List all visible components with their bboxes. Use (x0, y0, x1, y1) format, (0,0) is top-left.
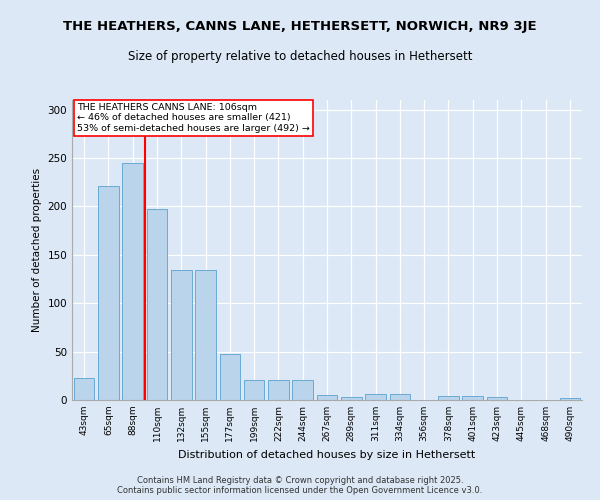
Bar (317, 395, 337, 400)
Bar (195, 270, 216, 400)
Bar (268, 380, 289, 400)
Bar (341, 397, 362, 400)
Text: Size of property relative to detached houses in Hethersett: Size of property relative to detached ho… (128, 50, 472, 63)
Bar (146, 210, 167, 400)
Bar (438, 396, 459, 400)
Bar (560, 398, 580, 400)
Bar (220, 354, 240, 400)
Bar (171, 270, 191, 400)
Bar (365, 394, 386, 400)
Bar (389, 394, 410, 400)
Bar (74, 378, 94, 400)
Bar (122, 163, 143, 400)
Text: THE HEATHERS, CANNS LANE, HETHERSETT, NORWICH, NR9 3JE: THE HEATHERS, CANNS LANE, HETHERSETT, NO… (63, 20, 537, 33)
Bar (463, 396, 483, 400)
Y-axis label: Number of detached properties: Number of detached properties (32, 168, 42, 332)
Text: Contains HM Land Registry data © Crown copyright and database right 2025.
Contai: Contains HM Land Registry data © Crown c… (118, 476, 482, 495)
Bar (244, 380, 265, 400)
Bar (487, 397, 508, 400)
Bar (98, 186, 119, 400)
X-axis label: Distribution of detached houses by size in Hethersett: Distribution of detached houses by size … (178, 450, 476, 460)
Text: THE HEATHERS CANNS LANE: 106sqm
← 46% of detached houses are smaller (421)
53% o: THE HEATHERS CANNS LANE: 106sqm ← 46% of… (77, 103, 310, 133)
Bar (292, 380, 313, 400)
